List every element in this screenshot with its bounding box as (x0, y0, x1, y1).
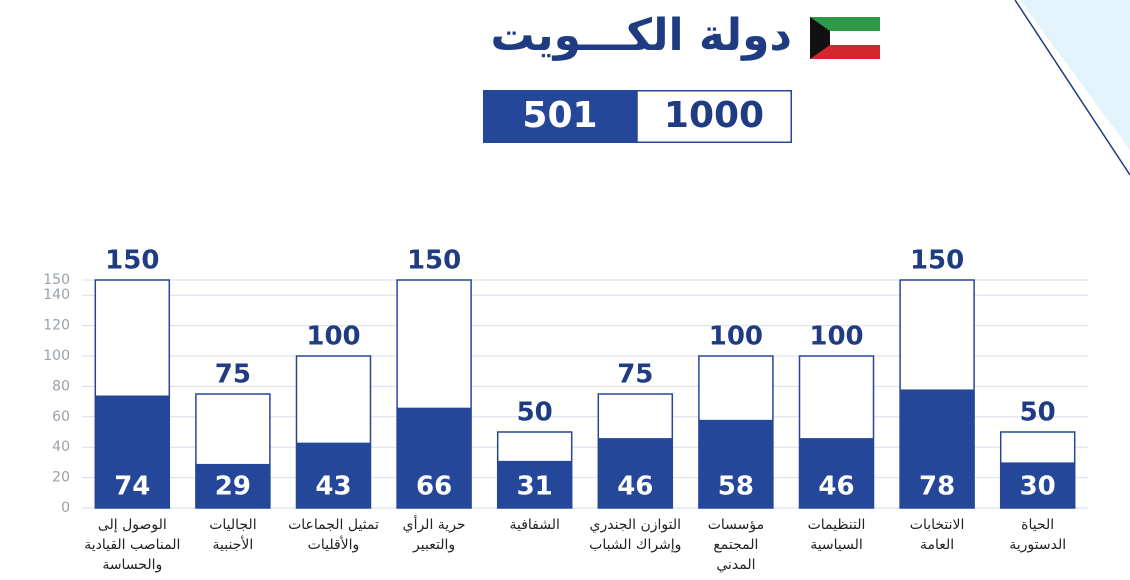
value-label: 30 (1020, 472, 1056, 502)
x-tick-label: مؤسسات (708, 517, 764, 533)
bar (497, 460, 572, 508)
bar (799, 438, 874, 508)
bar (296, 442, 371, 508)
y-tick-label: 140 (43, 287, 70, 303)
value-label: 43 (315, 472, 351, 502)
x-tick-label: الشفافية (509, 517, 559, 533)
flag (810, 17, 880, 59)
x-tick-label: المناصب القيادية (84, 537, 180, 553)
value-label: 46 (818, 472, 854, 502)
x-tick-label: الدستورية (1009, 537, 1066, 553)
x-tick-label: الجاليات (209, 517, 256, 533)
value-label: 31 (517, 472, 553, 502)
decor (1020, 0, 1130, 150)
y-tick-label: 150 (43, 272, 70, 288)
x-tick-label: المدني (716, 557, 755, 573)
value-label: 74 (114, 472, 150, 502)
y-tick-label: 60 (52, 409, 70, 425)
value-label: 50 (517, 398, 553, 428)
x-tick-label: السياسية (810, 537, 863, 553)
value-label: 50 (1020, 398, 1056, 428)
value-label: 75 (215, 360, 251, 390)
title: دولة الكـــويت (491, 10, 792, 61)
y-tick-label: 0 (61, 500, 70, 516)
bar (900, 389, 975, 508)
value-label: 29 (215, 472, 251, 502)
x-tick-label: التنظيمات (808, 517, 866, 533)
x-tick-label: والأقليات (308, 535, 360, 553)
x-tick-label: الوصول إلى (98, 517, 167, 533)
y-tick-label: 100 (43, 348, 70, 364)
bar (195, 463, 270, 508)
bar (598, 438, 673, 508)
total: 1000 (664, 95, 764, 136)
total-box (636, 90, 792, 143)
x-tick-label: حرية الرأي (403, 515, 466, 533)
y-tick-label: 20 (52, 470, 70, 486)
bar (1000, 462, 1075, 508)
bar (95, 395, 170, 508)
x-tick-label: والتعبير (412, 537, 455, 553)
x-tick-label: الانتخابات (910, 517, 965, 533)
x-tick-label: تمثيل الجماعات (288, 517, 379, 533)
value-label: 150 (407, 246, 461, 276)
value-label: 100 (809, 322, 863, 352)
y-tick-label: 40 (52, 439, 70, 455)
value-label: 100 (709, 322, 763, 352)
bar (397, 407, 472, 508)
x-tick-label: وإشراك الشباب (589, 537, 681, 553)
value-label: 150 (910, 246, 964, 276)
value-label: 46 (617, 472, 653, 502)
y-tick-label: 80 (52, 378, 70, 394)
bar (698, 419, 773, 508)
value-label: 66 (416, 472, 452, 502)
value-label: 78 (919, 472, 955, 502)
value-label: 150 (105, 246, 159, 276)
x-tick-label: التوازن الجندري (590, 517, 681, 533)
score-box (483, 90, 637, 143)
value-label: 100 (306, 322, 360, 352)
value-label: 58 (718, 472, 754, 502)
x-tick-label: الأجنبية (213, 535, 254, 553)
x-tick-label: العامة (920, 537, 954, 553)
x-tick-label: المجتمع (713, 537, 758, 553)
x-tick-label: والحساسة (102, 557, 162, 573)
score: 501 (522, 95, 597, 136)
value-label: 75 (617, 360, 653, 390)
decor-line (1014, 0, 1130, 176)
y-tick-label: 120 (43, 318, 70, 334)
x-tick-label: الحياة (1021, 517, 1054, 533)
